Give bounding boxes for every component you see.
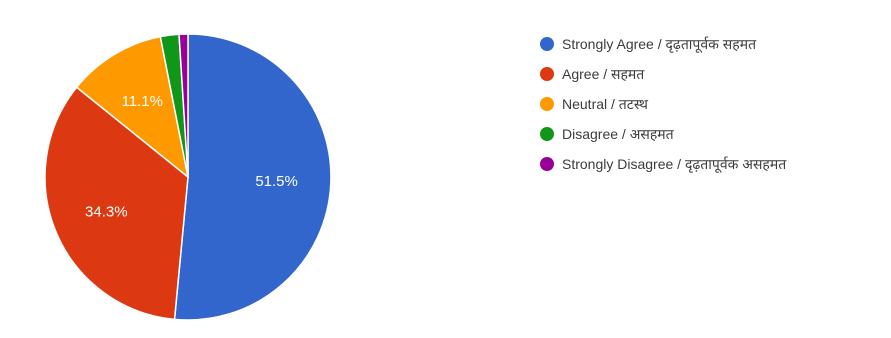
legend-label-4: Strongly Disagree / दृढ़तापूर्वक असहमत	[562, 155, 787, 172]
legend-label-1: Agree / सहमत	[562, 65, 645, 82]
pie-slice-label-0: 51.5%	[255, 173, 298, 190]
pie-slice-label-1: 34.3%	[85, 203, 128, 220]
legend-item-3[interactable]: Disagree / असहमत	[540, 123, 885, 145]
legend-label-3: Disagree / असहमत	[562, 125, 674, 142]
pie-slice-label-2: 11.1%	[121, 93, 162, 110]
legend-swatch-2	[540, 97, 554, 111]
legend-item-2[interactable]: Neutral / तटस्थ	[540, 93, 885, 115]
legend-label-0: Strongly Agree / दृढ़तापूर्वक सहमत	[562, 35, 757, 52]
legend-swatch-1	[540, 67, 554, 81]
pie-slice-labels: 51.5% 34.3% 11.1%	[85, 93, 298, 220]
pie-slice-2[interactable]	[75, 35, 189, 178]
legend-swatch-3	[540, 127, 554, 141]
legend-label-2: Neutral / तटस्थ	[562, 95, 648, 112]
legend-swatch-4	[540, 157, 554, 171]
pie-slice-4[interactable]	[178, 33, 189, 178]
pie-slices	[44, 33, 332, 321]
pie-chart-svg: 51.5% 34.3% 11.1%	[44, 33, 332, 321]
legend-item-4[interactable]: Strongly Disagree / दृढ़तापूर्वक असहमत	[540, 153, 885, 175]
legend-item-0[interactable]: Strongly Agree / दृढ़तापूर्वक सहमत	[540, 33, 885, 55]
pie-slice-1[interactable]	[44, 86, 189, 321]
pie-slice-0[interactable]	[173, 33, 332, 321]
legend-item-1[interactable]: Agree / सहमत	[540, 63, 885, 85]
legend-swatch-0	[540, 37, 554, 51]
chart-legend: Strongly Agree / दृढ़तापूर्वक सहमत Agree …	[540, 33, 885, 183]
